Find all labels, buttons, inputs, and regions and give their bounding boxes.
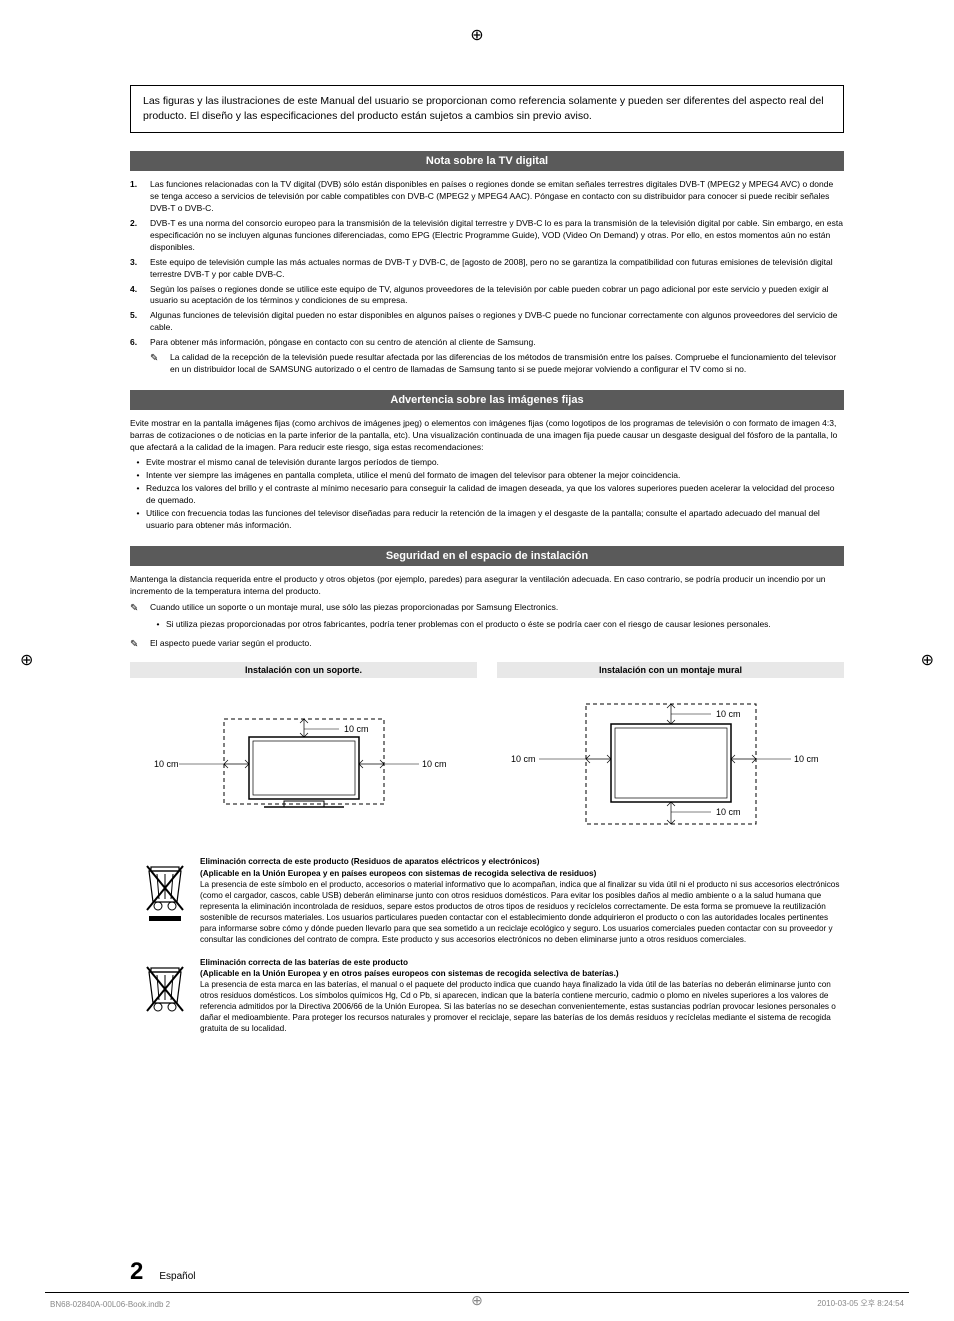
weee-icon <box>130 856 200 945</box>
install-stand-title: Instalación con un soporte. <box>130 662 477 678</box>
pen-note-text: Cuando utilice un soporte o un montaje m… <box>150 602 844 616</box>
note-text: La calidad de la recepción de la televis… <box>170 352 844 376</box>
footer-timestamp: 2010-03-05 오후 8:24:54 <box>817 1298 904 1309</box>
svg-text:10 cm: 10 cm <box>716 709 741 719</box>
bullet-text: Intente ver siempre las imágenes en pant… <box>146 470 844 482</box>
battery-icon <box>130 957 200 1034</box>
section-header-still-images: Advertencia sobre las imágenes fijas <box>130 390 844 410</box>
disposal-battery-title: Eliminación correcta de las baterías de … <box>200 958 408 967</box>
bullet-icon: • <box>130 457 146 469</box>
svg-text:10 cm: 10 cm <box>422 759 447 769</box>
bullet-icon: • <box>130 508 146 532</box>
page-number: 2 Español <box>130 1258 196 1286</box>
pen-icon: ✎ <box>150 352 170 376</box>
list-num: 4. <box>130 284 150 308</box>
svg-text:10 cm: 10 cm <box>154 759 179 769</box>
disposal-battery: Eliminación correcta de las baterías de … <box>130 957 844 1034</box>
installation-intro: Mantenga la distancia requerida entre el… <box>130 574 844 598</box>
intro-box: Las figuras y las ilustraciones de este … <box>130 85 844 133</box>
disposal-product: Eliminación correcta de este producto (R… <box>130 856 844 945</box>
bullet-icon: • <box>130 470 146 482</box>
list-num: 5. <box>130 310 150 334</box>
disposal-battery-body: La presencia de esta marca en las baterí… <box>200 980 836 1033</box>
list-text: Las funciones relacionadas con la TV dig… <box>150 179 844 215</box>
section-header-digital-tv: Nota sobre la TV digital <box>130 151 844 171</box>
install-wall-title: Instalación con un montaje mural <box>497 662 844 678</box>
pen-icon: ✎ <box>130 602 150 616</box>
page-num-value: 2 <box>130 1258 143 1286</box>
page-language: Español <box>159 1271 195 1282</box>
stand-diagram: 10 cm 10 cm 10 cm <box>130 686 477 836</box>
pen-note-text: El aspecto puede variar según el product… <box>150 638 844 652</box>
bullet-text: Evite mostrar el mismo canal de televisi… <box>146 457 844 469</box>
list-text: Algunas funciones de televisión digital … <box>150 310 844 334</box>
list-text: Este equipo de televisión cumple las más… <box>150 257 844 281</box>
list-num: 6. <box>130 337 150 349</box>
list-num: 1. <box>130 179 150 215</box>
svg-text:10 cm: 10 cm <box>794 754 819 764</box>
wall-mount-diagram: 10 cm 10 cm 10 cm 10 cm <box>497 686 844 836</box>
footer-crop-icon: ⊕ <box>471 1292 483 1309</box>
digital-tv-list: 1.Las funciones relacionadas con la TV d… <box>130 179 844 375</box>
list-text: DVB-T es una norma del consorcio europeo… <box>150 218 844 254</box>
installation-diagrams: Instalación con un soporte. 10 cm <box>130 662 844 836</box>
svg-text:10 cm: 10 cm <box>716 807 741 817</box>
footer-filename: BN68-02840A-00L06-Book.indb 2 <box>50 1300 170 1309</box>
list-text: Para obtener más información, póngase en… <box>150 337 844 349</box>
disposal-battery-subtitle: (Aplicable en la Unión Europea y en otro… <box>200 969 619 978</box>
still-images-intro: Evite mostrar en la pantalla imágenes fi… <box>130 418 844 454</box>
list-num: 2. <box>130 218 150 254</box>
bullet-icon: • <box>150 619 166 631</box>
svg-text:10 cm: 10 cm <box>344 724 369 734</box>
section-header-installation: Seguridad en el espacio de instalación <box>130 546 844 566</box>
bullet-text: Reduzca los valores del brillo y el cont… <box>146 483 844 507</box>
disposal-product-subtitle: (Aplicable en la Unión Europea y en país… <box>200 869 596 878</box>
list-num: 3. <box>130 257 150 281</box>
pen-icon: ✎ <box>130 638 150 652</box>
page-content: Las figuras y las ilustraciones de este … <box>0 0 954 1076</box>
list-text: Según los países o regiones donde se uti… <box>150 284 844 308</box>
disposal-product-title: Eliminación correcta de este producto (R… <box>200 857 539 866</box>
bullet-icon: • <box>130 483 146 507</box>
disposal-product-body: La presencia de este símbolo en el produ… <box>200 880 839 944</box>
svg-text:10 cm: 10 cm <box>511 754 536 764</box>
still-images-bullets: •Evite mostrar el mismo canal de televis… <box>130 457 844 531</box>
sub-bullet-text: Si utiliza piezas proporcionadas por otr… <box>166 619 844 631</box>
bullet-text: Utilice con frecuencia todas las funcion… <box>146 508 844 532</box>
